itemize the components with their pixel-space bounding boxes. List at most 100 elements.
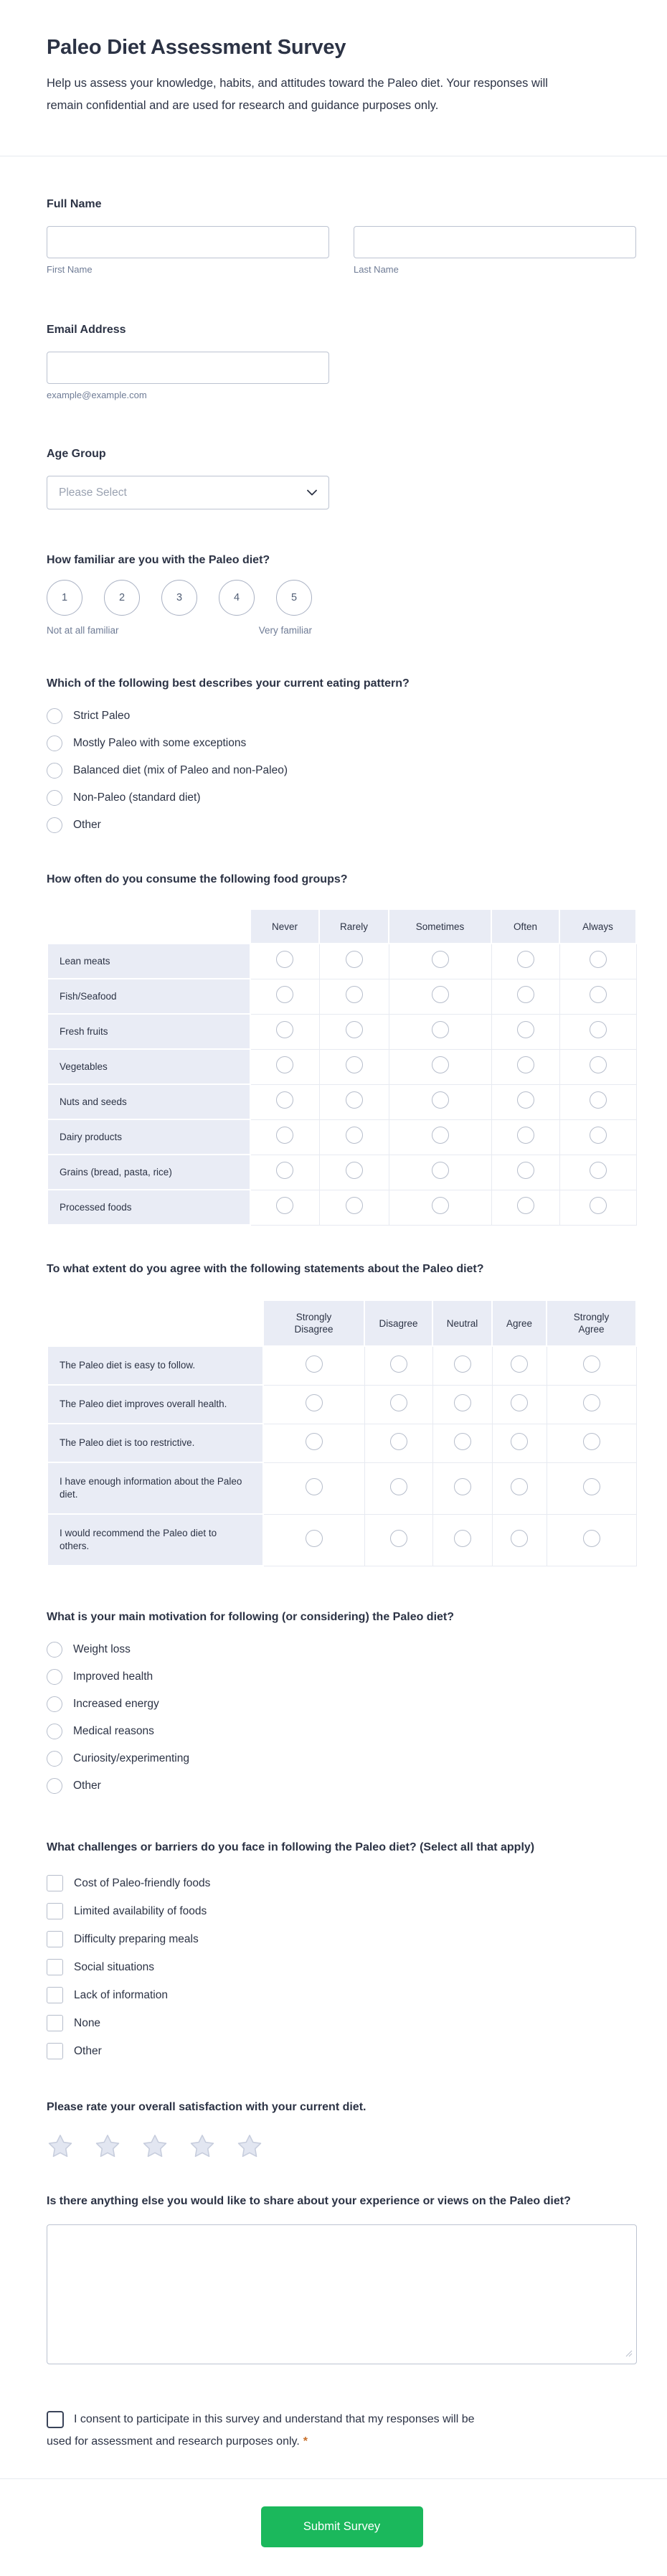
radio-button[interactable]: [276, 1056, 294, 1073]
star-icon[interactable]: [189, 2133, 216, 2159]
matrix-cell[interactable]: [250, 1189, 320, 1226]
star-icon[interactable]: [94, 2133, 121, 2159]
radio-button[interactable]: [276, 1021, 294, 1038]
matrix-cell[interactable]: [559, 1154, 637, 1190]
radio-button[interactable]: [431, 1197, 449, 1214]
radio-button[interactable]: [516, 1162, 534, 1179]
matrix-cell[interactable]: [491, 1154, 560, 1190]
radio-button[interactable]: [582, 1477, 600, 1495]
matrix-cell[interactable]: [250, 1154, 320, 1190]
scale-option[interactable]: 2: [104, 580, 140, 616]
matrix-cell[interactable]: [262, 1345, 365, 1386]
matrix-cell[interactable]: [364, 1462, 433, 1515]
radio-button[interactable]: [516, 986, 534, 1003]
radio-button[interactable]: [345, 951, 363, 969]
radio-button[interactable]: [345, 986, 363, 1003]
radio-button[interactable]: [516, 1091, 534, 1109]
radio-button[interactable]: [276, 1162, 294, 1179]
radio-button[interactable]: [389, 1393, 407, 1411]
matrix-cell[interactable]: [432, 1384, 493, 1424]
matrix-cell[interactable]: [491, 1083, 560, 1120]
radio-button[interactable]: [345, 1162, 363, 1179]
matrix-cell[interactable]: [262, 1513, 365, 1566]
radio-button[interactable]: [47, 817, 62, 833]
radio-button[interactable]: [431, 1162, 449, 1179]
radio-button[interactable]: [47, 1724, 62, 1739]
scale-option[interactable]: 1: [47, 580, 82, 616]
radio-button[interactable]: [276, 951, 294, 969]
radio-option[interactable]: Non-Paleo (standard diet): [47, 784, 637, 812]
checkbox-option[interactable]: Lack of information: [47, 1981, 637, 2009]
radio-button[interactable]: [305, 1355, 323, 1373]
matrix-cell[interactable]: [559, 978, 637, 1015]
radio-button[interactable]: [589, 1091, 607, 1109]
matrix-cell[interactable]: [318, 1189, 389, 1226]
star-icon[interactable]: [141, 2133, 169, 2159]
matrix-cell[interactable]: [388, 1119, 492, 1155]
matrix-cell[interactable]: [491, 1384, 547, 1424]
matrix-cell[interactable]: [546, 1384, 637, 1424]
checkbox[interactable]: [47, 2015, 63, 2031]
checkbox[interactable]: [47, 1875, 63, 1891]
radio-button[interactable]: [511, 1529, 528, 1547]
matrix-cell[interactable]: [491, 978, 560, 1015]
radio-option[interactable]: Mostly Paleo with some exceptions: [47, 730, 637, 757]
matrix-cell[interactable]: [262, 1462, 365, 1515]
matrix-cell[interactable]: [388, 1189, 492, 1226]
radio-button[interactable]: [345, 1056, 363, 1073]
radio-button[interactable]: [345, 1021, 363, 1038]
matrix-cell[interactable]: [318, 978, 389, 1015]
matrix-cell[interactable]: [491, 1013, 560, 1050]
submit-button[interactable]: Submit Survey: [260, 2506, 423, 2547]
checkbox-option[interactable]: Cost of Paleo-friendly foods: [47, 1869, 637, 1897]
radio-button[interactable]: [345, 1091, 363, 1109]
radio-button[interactable]: [276, 986, 294, 1003]
consent-checkbox[interactable]: [47, 2411, 64, 2428]
matrix-cell[interactable]: [491, 1048, 560, 1085]
star-icon[interactable]: [236, 2133, 263, 2159]
radio-option[interactable]: Weight loss: [47, 1636, 637, 1663]
matrix-cell[interactable]: [364, 1423, 433, 1463]
matrix-cell[interactable]: [559, 1119, 637, 1155]
matrix-cell[interactable]: [318, 1013, 389, 1050]
matrix-cell[interactable]: [491, 943, 560, 979]
matrix-cell[interactable]: [491, 1513, 547, 1566]
radio-option[interactable]: Curiosity/experimenting: [47, 1745, 637, 1772]
matrix-cell[interactable]: [559, 943, 637, 979]
matrix-cell[interactable]: [250, 1119, 320, 1155]
resize-handle-icon[interactable]: [625, 2348, 633, 2361]
matrix-cell[interactable]: [546, 1345, 637, 1386]
matrix-cell[interactable]: [432, 1462, 493, 1515]
radio-button[interactable]: [431, 1127, 449, 1144]
matrix-cell[interactable]: [559, 1048, 637, 1085]
radio-button[interactable]: [47, 708, 62, 724]
age-group-select[interactable]: Please Select: [47, 476, 329, 509]
matrix-cell[interactable]: [250, 1048, 320, 1085]
radio-button[interactable]: [589, 951, 607, 969]
radio-button[interactable]: [516, 1056, 534, 1073]
matrix-cell[interactable]: [318, 1119, 389, 1155]
radio-button[interactable]: [516, 1127, 534, 1144]
radio-button[interactable]: [47, 1778, 62, 1794]
radio-button[interactable]: [431, 1021, 449, 1038]
radio-button[interactable]: [511, 1432, 528, 1450]
radio-option[interactable]: Balanced diet (mix of Paleo and non-Pale…: [47, 757, 637, 784]
matrix-cell[interactable]: [250, 1083, 320, 1120]
matrix-cell[interactable]: [559, 1083, 637, 1120]
matrix-cell[interactable]: [491, 1423, 547, 1463]
radio-button[interactable]: [582, 1529, 600, 1547]
star-icon[interactable]: [47, 2133, 74, 2159]
checkbox[interactable]: [47, 1987, 63, 2003]
radio-button[interactable]: [589, 1127, 607, 1144]
radio-option[interactable]: Strict Paleo: [47, 702, 637, 730]
matrix-cell[interactable]: [491, 1345, 547, 1386]
email-input[interactable]: [47, 352, 329, 384]
checkbox[interactable]: [47, 2043, 63, 2059]
matrix-cell[interactable]: [491, 1119, 560, 1155]
radio-button[interactable]: [582, 1393, 600, 1411]
radio-button[interactable]: [431, 1056, 449, 1073]
radio-button[interactable]: [389, 1355, 407, 1373]
checkbox-option[interactable]: Social situations: [47, 1953, 637, 1981]
radio-button[interactable]: [47, 1669, 62, 1685]
matrix-cell[interactable]: [559, 1189, 637, 1226]
